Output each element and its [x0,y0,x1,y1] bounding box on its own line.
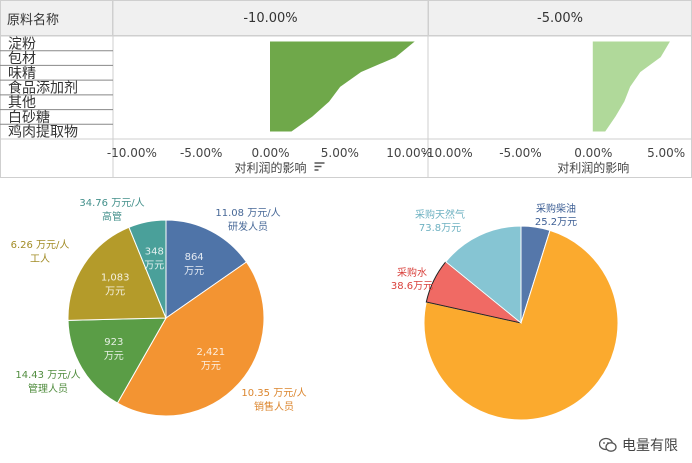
x-tick-label: -10.00% [107,146,157,160]
pie2-slice[interactable] [423,229,619,421]
pie1-outer-label: 14.43 万元/人管理人员 [15,369,80,395]
pie2-label: 采购天然气 73.8万元 [415,208,465,234]
pie1-slice[interactable] [116,261,265,417]
pie1-value-label: 864 万元 [184,252,204,277]
row-label: 白砂糖 [8,110,50,126]
watermark-text: 电量有限 [622,438,678,454]
pie1-slice[interactable] [67,226,167,321]
sort-icon[interactable] [314,162,325,171]
sensitivity-area-2 [592,41,670,132]
pie1-value-label: 1,083 万元 [101,273,130,298]
pie1-slice[interactable] [165,219,248,319]
pie1-outer-label: 34.76 万元/人高管 [79,197,144,223]
x-tick-label: -10.00% [423,146,473,160]
x-tick-label: -5.00% [180,146,222,160]
column-header-1-label: -10.00% [243,10,298,26]
pie1-value-label: 348 万元 [144,246,164,271]
pie2-label: 采购电力 [578,416,618,429]
row-label: 其他 [8,95,36,111]
row-label: 包材 [8,51,36,67]
x-tick-label: 0.00% [251,146,289,160]
pie1-outer-label: 11.08 万元/人研发人员 [215,207,280,233]
pie1-outer-label: 10.35 万元/人销售人员 [241,387,306,413]
x-tick-label: 5.00% [647,146,685,160]
header-label-cell: 原料名称 [0,0,113,36]
wechat-icon [599,437,617,452]
pie1-value-label: 2,421 万元 [197,347,226,372]
pie2-slice[interactable] [445,225,522,325]
x-tick-label: 10.00% [386,146,432,160]
pie2-label: 采购柴油 25.2万元 [535,202,577,228]
x-tick-label: 5.00% [321,146,359,160]
sensitivity-table: 原料名称 -10.00% -5.00% 淀粉 包材 味精 食品添加剂 其他 白砂糖 鸡肉提取… [0,0,692,178]
row-label: 味精 [8,66,36,82]
pie1-slice[interactable] [67,317,167,404]
pie1-value-label: 923 万元 [104,337,124,362]
row-label: 淀粉 [8,36,36,52]
x-tick-label: 0.00% [574,146,612,160]
column-header-2[interactable]: -5.00% [428,0,692,36]
row-label: 食品添加剂 [8,80,78,97]
pie-charts: 864 万元 11.08 万元/人研发人员 2,421 万元 10.35 万元/人销售人员… [11,197,619,429]
watermark: 电量有限 [599,435,678,455]
header-label: 原料名称 [7,12,60,28]
column-header-2-label: -5.00% [537,10,583,26]
sensitivity-area-1 [270,41,415,132]
pie1-outer-label: 6.26 万元/人工人 [11,239,70,265]
x-axis-title: 对利润的影响 [234,160,306,175]
x-tick-label: -5.00% [499,146,541,160]
pie1-slice[interactable] [128,219,167,319]
x-axis-title: 对利润的影响 [557,160,629,175]
pie2-label: 采购水 38.6万元 [391,266,433,292]
row-label: 鸡肉提取物 [8,124,78,141]
